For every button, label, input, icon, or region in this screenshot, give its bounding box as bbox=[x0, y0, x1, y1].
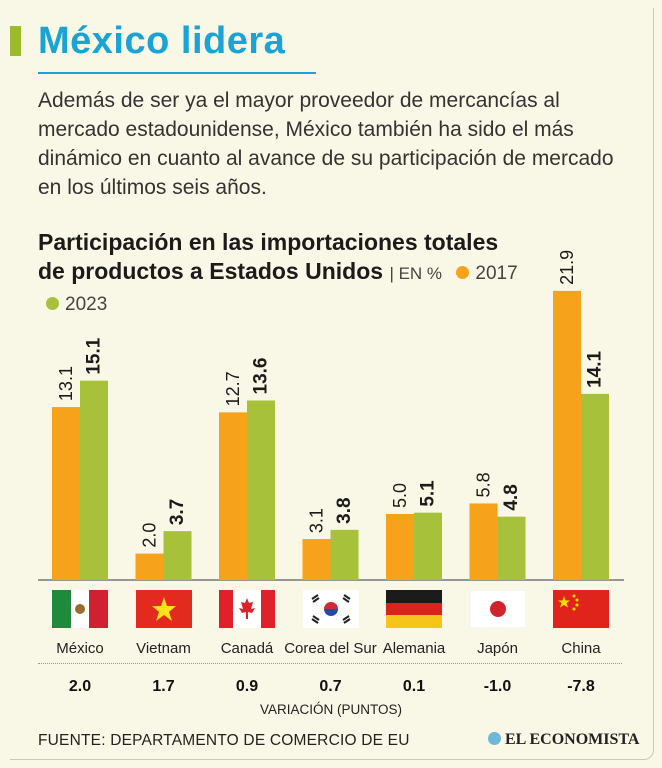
data-label-corea-del-sur-2017: 3.1 bbox=[307, 508, 327, 533]
data-label-vietnam-2023: 3.7 bbox=[167, 499, 188, 525]
source-note: FUENTE: DEPARTAMENTO DE COMERCIO DE EU bbox=[38, 732, 410, 749]
data-label-vietnam-2017: 2.0 bbox=[140, 523, 160, 548]
category-label-mexico: México bbox=[56, 640, 104, 657]
china-flag-icon bbox=[553, 590, 609, 628]
variation-value-canada: 0.9 bbox=[235, 678, 259, 695]
legend-swatch-2017 bbox=[456, 266, 470, 279]
data-label-canada-2017: 12.7 bbox=[223, 371, 243, 406]
variation-value-corea-del-sur: 0.7 bbox=[319, 678, 342, 695]
germany-flag-icon bbox=[386, 590, 442, 628]
chart-title: Participación en las importaciones total… bbox=[38, 228, 518, 319]
bar-vietnam-2017 bbox=[135, 553, 164, 580]
bar-corea-del-sur-2017 bbox=[302, 539, 331, 580]
bar-canada-2023 bbox=[247, 400, 275, 580]
bar-mexico-2017 bbox=[52, 407, 80, 580]
variation-caption: VARIACIÓN (PUNTOS) bbox=[259, 702, 402, 717]
bar-alemania-2023 bbox=[414, 512, 442, 580]
bar-canada-2017 bbox=[219, 412, 247, 580]
bar-japon-2023 bbox=[497, 516, 526, 580]
title-accent-bar bbox=[10, 26, 21, 56]
variation-value-china: -7.8 bbox=[567, 678, 595, 695]
data-label-mexico-2017: 13.1 bbox=[56, 366, 76, 401]
data-label-canada-2023: 13.6 bbox=[251, 357, 272, 394]
bar-vietnam-2023 bbox=[163, 531, 192, 580]
category-label-china: China bbox=[561, 640, 601, 657]
intro-text: Además de ser ya el mayor proveedor de m… bbox=[38, 89, 614, 199]
vietnam-flag-icon bbox=[135, 590, 192, 628]
dotted-divider bbox=[38, 663, 622, 664]
japan-flag-icon bbox=[469, 589, 526, 629]
south-korea-flag-icon bbox=[302, 590, 359, 628]
variation-value-alemania: 0.1 bbox=[402, 678, 426, 695]
category-label-corea-del-sur: Corea del Sur bbox=[284, 640, 377, 657]
brand-logo: EL ECONOMISTA bbox=[488, 731, 639, 749]
variation-value-japon: -1.0 bbox=[483, 678, 512, 695]
data-label-japon-2017: 5.8 bbox=[474, 472, 494, 497]
legend-label-2017: 2017 bbox=[475, 263, 518, 284]
bar-china-2023 bbox=[581, 393, 609, 580]
bar-china-2017 bbox=[553, 290, 581, 580]
legend-swatch-2023 bbox=[46, 297, 59, 310]
category-label-canada: Canadá bbox=[220, 640, 274, 657]
data-label-mexico-2023: 15.1 bbox=[84, 337, 105, 374]
legend-label-2023: 2023 bbox=[65, 294, 108, 315]
bar-alemania-2017 bbox=[386, 514, 414, 580]
title-underline bbox=[38, 72, 316, 74]
category-label-alemania: Alemania bbox=[382, 640, 446, 657]
data-label-china-2023: 14.1 bbox=[585, 350, 606, 387]
variation-value-vietnam: 1.7 bbox=[152, 678, 175, 695]
data-label-corea-del-sur-2023: 3.8 bbox=[334, 497, 355, 523]
category-label-vietnam: Vietnam bbox=[136, 640, 191, 657]
data-label-alemania-2023: 5.1 bbox=[418, 480, 439, 507]
brand-name: EL ECONOMISTA bbox=[505, 731, 640, 748]
bar-corea-del-sur-2023 bbox=[330, 529, 359, 580]
bar-mexico-2023 bbox=[80, 380, 108, 580]
canada-flag-icon bbox=[219, 590, 275, 628]
bar-japon-2017 bbox=[469, 503, 498, 580]
category-label-japon: Japón bbox=[477, 640, 518, 657]
chart-title-text: Participación en las importaciones total… bbox=[38, 229, 499, 284]
brand-icon bbox=[488, 732, 501, 745]
data-label-china-2017: 21.9 bbox=[557, 250, 577, 285]
data-label-japon-2023: 4.8 bbox=[501, 484, 522, 510]
page-title: México lidera bbox=[38, 20, 286, 62]
data-label-alemania-2017: 5.0 bbox=[390, 483, 410, 508]
variation-value-mexico: 2.0 bbox=[68, 678, 92, 695]
mexico-flag-icon bbox=[52, 590, 108, 628]
infographic-frame bbox=[10, 8, 654, 760]
chart-unit: | EN % bbox=[389, 264, 443, 283]
